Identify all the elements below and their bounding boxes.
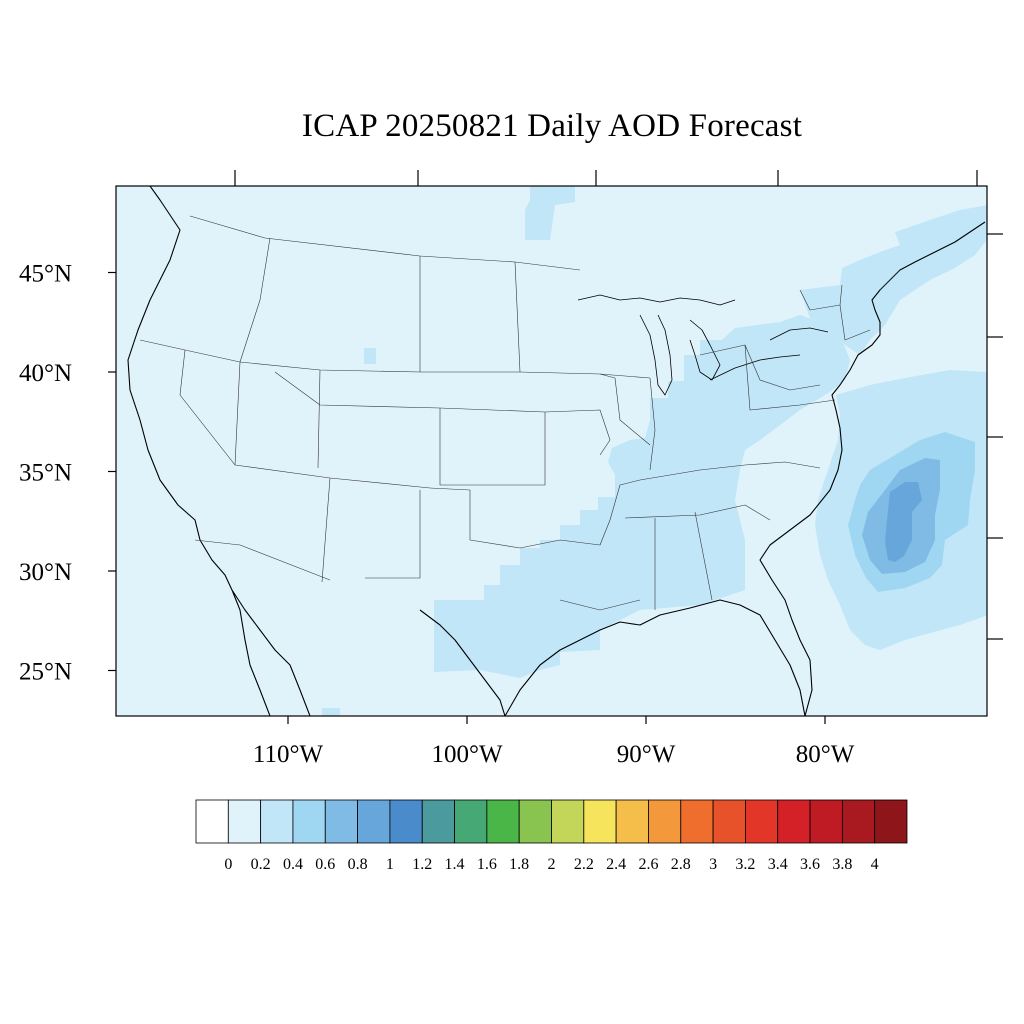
colorbar-label: 0.4: [283, 856, 303, 873]
map-axis-labels: 45°N 40°N 35°N 30°N 25°N 110°W 100°W 90°W 80°W: [19, 261, 855, 769]
colorbar-swatch: [648, 799, 682, 844]
colorbar-label: 3: [709, 856, 717, 873]
colorbar-swatch: [841, 799, 876, 844]
colorbar-label: 1.2: [412, 856, 432, 873]
colorbar-swatch: [583, 799, 617, 844]
aod-region-wyoming-spot: [364, 348, 376, 364]
state-borders: [139, 215, 901, 611]
colorbar-swatch: [292, 799, 326, 844]
colorbar-label: 0: [224, 856, 232, 873]
lon-label: 100°W: [431, 741, 502, 768]
colorbar-label: 1.6: [477, 856, 497, 873]
colorbar-label: 4: [871, 856, 879, 873]
map-frame: [115, 185, 988, 717]
colorbar-label: 1.8: [509, 856, 529, 873]
coastline: [127, 186, 986, 716]
colorbar: 0 0.2 0.4 0.6 0.8 1 1.2 1.4 1.6 1.8 2 2.2 2.4 2.6 2.8 3…: [195, 799, 908, 873]
colorbar-label: 2.4: [606, 856, 626, 873]
map-lines: [127, 186, 986, 716]
colorbar-label: 3.6: [800, 856, 820, 873]
aod-field: [322, 186, 987, 716]
lat-label: 25°N: [19, 659, 72, 686]
lat-label: 40°N: [19, 360, 72, 387]
colorbar-label: 1: [386, 856, 394, 873]
colorbar-label: 0.6: [315, 856, 335, 873]
colorbar-swatch: [486, 799, 520, 844]
colorbar-label: 2.2: [574, 856, 594, 873]
colorbar-swatch: [518, 799, 552, 844]
lon-label: 110°W: [253, 741, 324, 768]
figure-title: ICAP 20250821 Daily AOD Forecast: [301, 108, 803, 144]
colorbar-swatch: [389, 799, 423, 844]
colorbar-label: 3.2: [735, 856, 755, 873]
colorbar-label: 2.8: [671, 856, 691, 873]
colorbar-swatch: [357, 799, 391, 844]
lat-label: 45°N: [19, 261, 72, 288]
colorbar-swatch: [195, 799, 229, 844]
aod-region-texas-plume: [434, 315, 850, 678]
map-panel: [115, 185, 988, 717]
great-lakes: [577, 294, 829, 396]
colorbar-swatch: [551, 799, 585, 844]
colorbar-swatch: [227, 799, 262, 844]
colorbar-swatch: [421, 799, 455, 844]
colorbar-swatch: [324, 799, 358, 844]
aod-region-great-lakes-small: [525, 186, 575, 240]
colorbar-swatch: [809, 799, 843, 844]
colorbar-swatch: [680, 799, 714, 844]
colorbar-label: 2: [548, 856, 556, 873]
colorbar-label: 3.4: [768, 856, 788, 873]
colorbar-label: 1.4: [445, 856, 465, 873]
colorbar-swatch: [874, 799, 908, 844]
colorbar-label: 3.8: [832, 856, 852, 873]
colorbar-swatch: [712, 799, 746, 844]
colorbar-swatch: [615, 799, 649, 844]
aod-region-northeast: [800, 205, 987, 355]
colorbar-swatch: [745, 799, 779, 844]
colorbar-swatch: [260, 799, 294, 844]
colorbar-swatch: [777, 799, 811, 844]
colorbar-label: 0.8: [348, 856, 368, 873]
lon-label: 80°W: [796, 741, 855, 768]
lat-label: 35°N: [19, 460, 72, 487]
colorbar-swatch: [454, 799, 488, 844]
map-ticks: [108, 170, 1003, 724]
colorbar-label: 2.6: [638, 856, 658, 873]
lat-label: 30°N: [19, 559, 72, 586]
lon-label: 90°W: [617, 741, 676, 768]
aod-plume-core: [885, 482, 922, 562]
aod-region-south-edge: [322, 708, 340, 716]
colorbar-label: 0.2: [251, 856, 271, 873]
